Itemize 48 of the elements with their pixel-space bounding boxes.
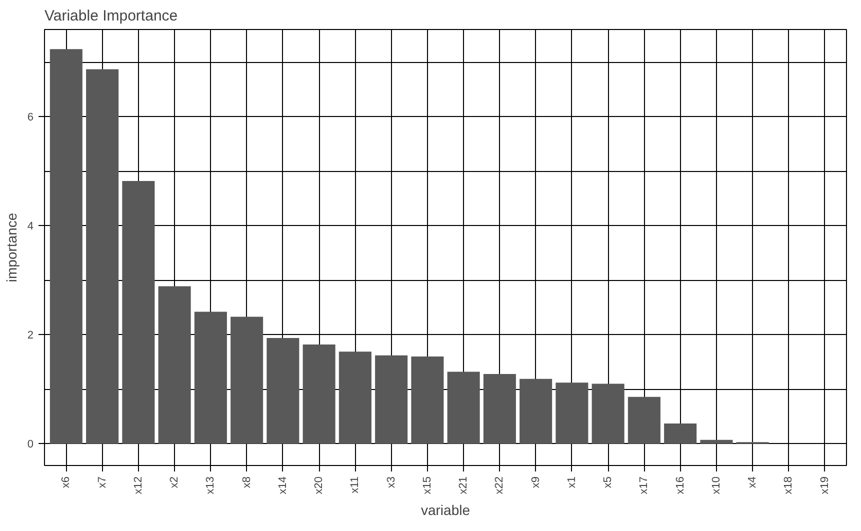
bar bbox=[50, 49, 82, 444]
chart-title: Variable Importance bbox=[44, 8, 178, 24]
bar bbox=[664, 424, 697, 444]
bar bbox=[266, 338, 300, 444]
bar bbox=[230, 316, 264, 444]
x-tick-label: x17 bbox=[638, 476, 650, 494]
x-tick-label: x3 bbox=[385, 476, 398, 488]
x-tick-label: x2 bbox=[168, 476, 181, 488]
bar bbox=[86, 69, 119, 444]
x-tick-label: x6 bbox=[60, 476, 72, 488]
bar bbox=[520, 378, 552, 444]
x-tick-label: x21 bbox=[458, 476, 470, 494]
x-tick-label: x7 bbox=[96, 476, 108, 488]
y-axis-title: importance bbox=[3, 212, 20, 282]
bar bbox=[592, 384, 624, 444]
x-tick-label: x10 bbox=[710, 476, 722, 494]
x-tick-label: x13 bbox=[204, 476, 217, 494]
x-tick-label: x22 bbox=[494, 476, 506, 494]
x-tick-label: x11 bbox=[349, 476, 362, 494]
bar bbox=[338, 352, 372, 444]
bar bbox=[122, 181, 155, 444]
x-tick-label: x1 bbox=[566, 476, 578, 488]
y-tick-label: 2 bbox=[27, 330, 34, 342]
y-tick-label: 6 bbox=[27, 112, 34, 124]
bar bbox=[194, 312, 227, 444]
bar bbox=[302, 344, 336, 444]
bar bbox=[483, 374, 516, 444]
x-tick-label: x15 bbox=[421, 476, 434, 494]
bar bbox=[628, 396, 660, 444]
x-tick-label: x4 bbox=[746, 476, 759, 488]
bar bbox=[158, 286, 191, 444]
x-tick-label: x19 bbox=[818, 476, 831, 494]
x-tick-label: x12 bbox=[132, 476, 144, 494]
x-tick-label: x14 bbox=[276, 476, 289, 494]
x-tick-label: x16 bbox=[674, 476, 686, 494]
bar bbox=[375, 355, 408, 444]
y-tick-label: 4 bbox=[27, 220, 34, 233]
y-tick-label: 0 bbox=[27, 438, 34, 451]
x-tick-label: x8 bbox=[240, 476, 253, 488]
bar bbox=[700, 440, 733, 444]
x-tick-label: x9 bbox=[530, 476, 542, 488]
bar bbox=[447, 372, 480, 444]
bar bbox=[556, 382, 588, 444]
x-tick-label: x5 bbox=[602, 476, 614, 488]
x-tick-label: x18 bbox=[782, 476, 795, 494]
bar bbox=[411, 356, 444, 444]
x-tick-label: x20 bbox=[313, 476, 326, 494]
x-axis-title: variable bbox=[420, 502, 470, 518]
